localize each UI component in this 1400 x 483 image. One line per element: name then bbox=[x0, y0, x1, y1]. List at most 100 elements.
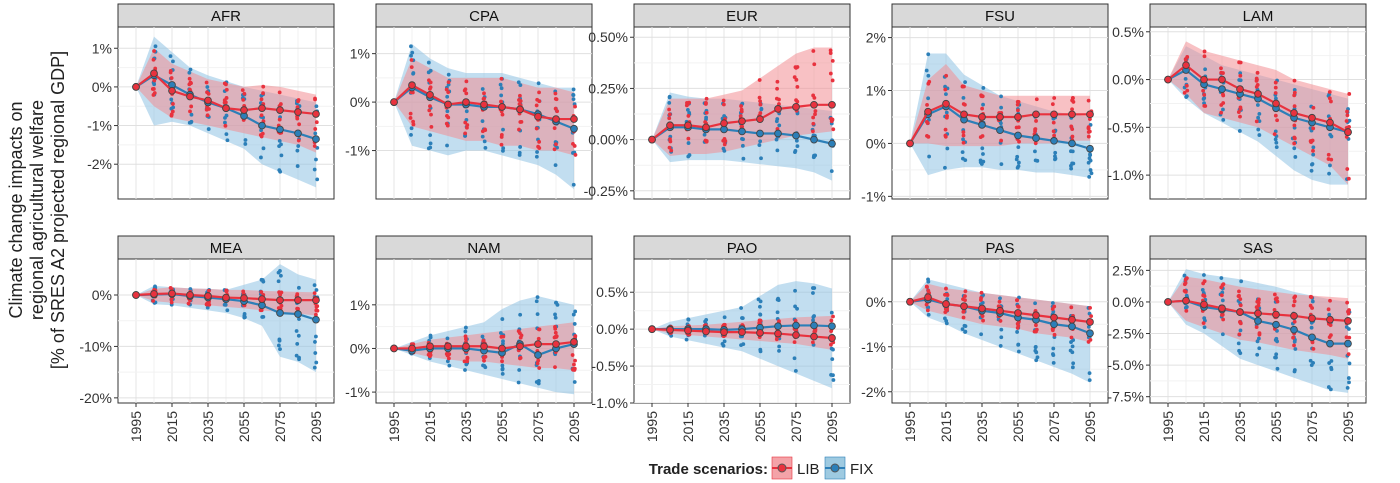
x-tick-label-pao: 2035 bbox=[716, 411, 732, 442]
sample-point-fix-cpa bbox=[482, 139, 487, 144]
sample-point-fix-pas bbox=[1035, 355, 1040, 360]
sample-point-fix-mea bbox=[225, 308, 230, 313]
sample-point-fix-nam bbox=[516, 380, 521, 385]
sample-point-lib-lam bbox=[1329, 157, 1334, 162]
sample-point-lib-pas bbox=[963, 289, 968, 294]
legend-key-lib-point bbox=[777, 463, 787, 473]
mean-point-fix-sas bbox=[1308, 333, 1316, 342]
sample-point-fix-lam bbox=[1274, 145, 1279, 150]
mean-point-fix-afr bbox=[258, 121, 266, 130]
sample-point-lib-afr bbox=[151, 93, 156, 97]
y-tick-label-sas: -5.0% bbox=[1107, 357, 1144, 373]
mean-point-lib-cpa bbox=[390, 98, 398, 106]
sample-point-lib-afr bbox=[261, 84, 266, 89]
sample-point-lib-lam bbox=[1202, 54, 1207, 59]
sample-point-lib-cpa bbox=[462, 88, 467, 93]
sample-point-lib-fsu bbox=[1088, 117, 1092, 121]
sample-point-fix-sas bbox=[1347, 380, 1351, 385]
sample-point-lib-cpa bbox=[463, 120, 468, 125]
sample-point-fix-nam bbox=[463, 368, 467, 372]
mean-point-fix-afr bbox=[294, 129, 302, 138]
sample-point-lib-pao bbox=[777, 319, 781, 324]
sample-point-lib-fsu bbox=[1033, 129, 1037, 133]
y-tick-label-pao: -0.5% bbox=[591, 358, 628, 374]
mean-point-fix-pao bbox=[828, 322, 836, 331]
sample-point-lib-eur bbox=[739, 104, 743, 108]
mean-point-lib-cpa bbox=[570, 115, 578, 123]
sample-point-lib-cpa bbox=[534, 103, 539, 108]
x-tick-label-nam: 1995 bbox=[386, 411, 402, 442]
y-tick-label-pas: -2% bbox=[861, 384, 886, 400]
sample-point-lib-eur bbox=[721, 102, 726, 107]
mean-point-lib-eur bbox=[702, 123, 710, 132]
sample-point-lib-eur bbox=[758, 99, 763, 104]
sample-point-fix-pas bbox=[926, 312, 931, 317]
sample-point-fix-eur bbox=[759, 106, 764, 111]
sample-point-lib-eur bbox=[758, 102, 763, 107]
sample-point-fix-eur bbox=[741, 156, 746, 161]
x-tick-label-sas: 1995 bbox=[1160, 411, 1176, 442]
mean-point-lib-eur bbox=[774, 105, 782, 113]
sample-point-fix-lam bbox=[1201, 97, 1206, 101]
mean-point-lib-pao bbox=[648, 325, 656, 334]
mean-point-fix-fsu bbox=[978, 121, 986, 129]
sample-point-fix-lam bbox=[1183, 77, 1188, 81]
x-tick-label-pao: 2095 bbox=[824, 411, 840, 442]
sample-point-lib-afr bbox=[241, 97, 246, 102]
sample-point-fix-nam bbox=[535, 312, 540, 317]
sample-point-fix-mea bbox=[313, 334, 318, 339]
sample-point-fix-cpa bbox=[428, 145, 433, 150]
sample-point-lib-lam bbox=[1201, 88, 1206, 93]
y-tick-label-nam: 1% bbox=[350, 297, 370, 313]
mean-point-lib-afr bbox=[258, 104, 266, 113]
sample-point-lib-cpa bbox=[411, 122, 416, 127]
sample-point-lib-lam bbox=[1236, 110, 1241, 114]
mean-point-lib-sas bbox=[1344, 317, 1352, 325]
sample-point-lib-eur bbox=[831, 127, 836, 132]
strip-label-eur: EUR bbox=[726, 8, 758, 25]
sample-point-fix-afr bbox=[279, 153, 284, 158]
sample-point-fix-pas bbox=[945, 297, 950, 301]
sample-point-fix-pas bbox=[1087, 378, 1092, 382]
sample-point-fix-pao bbox=[777, 348, 781, 353]
sample-point-lib-mea bbox=[277, 290, 282, 295]
sample-point-fix-nam bbox=[555, 302, 560, 307]
sample-point-lib-cpa bbox=[409, 58, 414, 62]
sample-point-fix-fsu bbox=[1089, 171, 1094, 176]
sample-point-fix-pao bbox=[740, 316, 745, 321]
sample-point-fix-afr bbox=[224, 132, 229, 136]
sample-point-lib-pas bbox=[979, 296, 983, 300]
sample-point-fix-nam bbox=[518, 312, 523, 317]
sample-point-fix-eur bbox=[722, 149, 727, 153]
sample-point-fix-fsu bbox=[1053, 157, 1057, 162]
sample-point-lib-nam bbox=[465, 359, 470, 364]
mean-point-lib-afr bbox=[240, 106, 248, 114]
sample-point-lib-nam bbox=[573, 358, 577, 363]
sample-point-fix-mea bbox=[276, 343, 281, 348]
sample-point-lib-mea bbox=[169, 300, 174, 305]
mean-point-lib-pas bbox=[996, 306, 1004, 315]
x-tick-label-sas: 2055 bbox=[1268, 411, 1284, 442]
mean-point-lib-mea bbox=[150, 290, 158, 298]
sample-point-lib-afr bbox=[277, 117, 282, 122]
sample-point-lib-lam bbox=[1272, 132, 1277, 137]
sample-point-lib-pas bbox=[998, 319, 1003, 323]
sample-point-lib-fsu bbox=[979, 93, 984, 98]
sample-point-lib-lam bbox=[1327, 90, 1332, 94]
sample-point-fix-fsu bbox=[980, 146, 985, 151]
data-afr bbox=[132, 36, 320, 188]
x-tick-label-pas: 2095 bbox=[1082, 411, 1098, 442]
sample-point-fix-lam bbox=[1293, 155, 1298, 159]
sample-point-lib-eur bbox=[722, 142, 727, 147]
sample-point-fix-pao bbox=[831, 378, 836, 382]
sample-point-lib-afr bbox=[259, 97, 264, 102]
mean-point-lib-lam bbox=[1200, 75, 1208, 84]
sample-point-lib-nam bbox=[481, 339, 486, 344]
mean-point-lib-pao bbox=[738, 328, 746, 336]
sample-point-fix-pao bbox=[775, 297, 780, 302]
mean-point-lib-fsu bbox=[942, 99, 950, 108]
mean-point-lib-pas bbox=[942, 300, 950, 308]
sample-point-lib-mea bbox=[168, 285, 173, 290]
sample-point-fix-cpa bbox=[536, 81, 541, 86]
sample-point-fix-eur bbox=[702, 132, 707, 137]
